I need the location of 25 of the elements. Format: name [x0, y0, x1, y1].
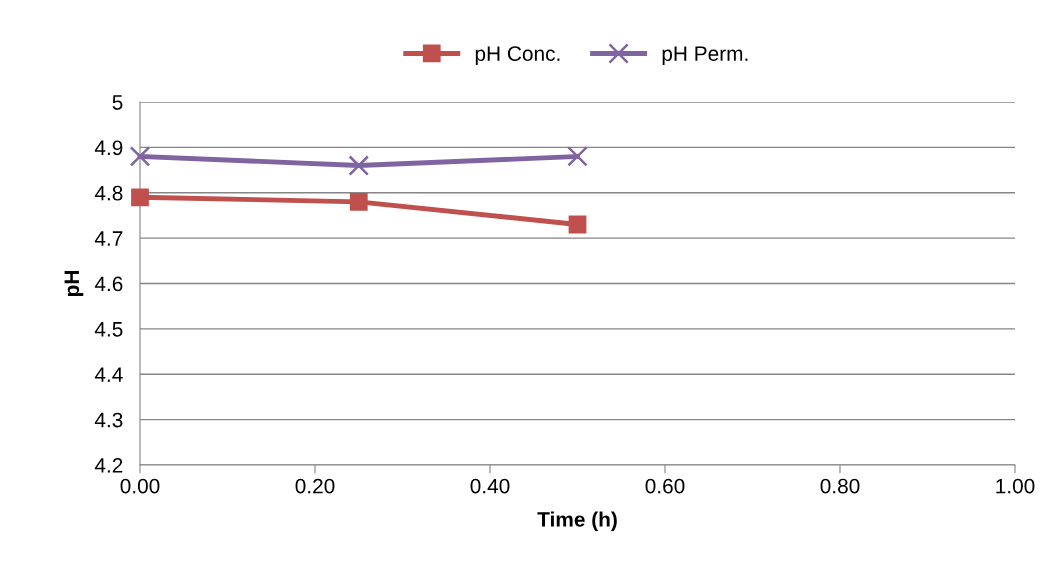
- y-axis-title: pH: [64, 271, 84, 297]
- x-axis-title: Time (h): [537, 511, 617, 531]
- point: [567, 146, 588, 167]
- y-tick-label: 4.8: [94, 185, 123, 201]
- x-tick-label: 0.40: [470, 478, 510, 494]
- y-tick-label: 4.6: [94, 276, 123, 292]
- x-tick-label: 0.00: [120, 478, 160, 494]
- point: [129, 146, 151, 167]
- legend-label: pH Perm.: [662, 46, 748, 66]
- x-tick-label: 0.60: [645, 478, 685, 494]
- y-tick-label: 5: [112, 95, 123, 110]
- x-tick-label: 0.80: [820, 478, 860, 494]
- y-tick-label: 4.3: [94, 412, 123, 428]
- x-tick-label: 1.00: [996, 478, 1035, 494]
- y-tick-label: 4.2: [94, 458, 123, 473]
- x-tick-label: 0.20: [295, 478, 335, 494]
- y-tick-label: 4.7: [94, 231, 123, 246]
- point: [348, 155, 370, 176]
- legend-label: pH Conc.: [475, 46, 560, 66]
- point: [568, 215, 587, 234]
- point: [349, 192, 368, 211]
- y-tick-label: 4.4: [94, 367, 123, 382]
- point: [131, 188, 149, 207]
- y-tick-label: 4.5: [94, 322, 123, 337]
- y-tick-label: 4.9: [94, 140, 123, 156]
